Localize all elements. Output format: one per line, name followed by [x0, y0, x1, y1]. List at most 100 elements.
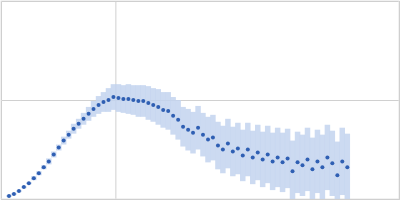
error-bar — [96, 96, 102, 114]
point — [226, 142, 230, 146]
error-bar — [245, 123, 251, 176]
error-bar — [270, 133, 276, 190]
error-bar — [255, 125, 261, 180]
grid-line — [1, 100, 399, 101]
error-bar — [340, 128, 346, 195]
error-bars — [9, 84, 347, 199]
error-bar — [240, 130, 246, 181]
error-bar — [260, 132, 266, 187]
point — [211, 136, 215, 140]
error-bar — [330, 131, 336, 196]
point — [176, 118, 180, 122]
error-bar — [41, 165, 47, 169]
point — [300, 163, 304, 167]
error-bar — [106, 88, 112, 112]
error-bar — [175, 100, 181, 140]
point — [92, 107, 96, 111]
point — [171, 114, 175, 118]
error-bar — [146, 86, 152, 120]
error-bar — [51, 151, 57, 157]
error-bar — [165, 92, 171, 130]
error-bar — [126, 84, 132, 114]
point — [276, 155, 280, 159]
point — [256, 150, 260, 154]
error-bar — [180, 107, 186, 147]
error-bar — [315, 130, 321, 193]
error-bar — [86, 107, 92, 121]
y-tick — [1, 100, 399, 101]
error-bar — [285, 129, 291, 188]
point — [191, 131, 195, 135]
point — [251, 155, 255, 159]
error-bar — [71, 124, 77, 134]
error-bar — [101, 92, 107, 112]
point — [146, 101, 150, 105]
point — [87, 112, 91, 116]
point — [141, 99, 145, 103]
error-bar — [305, 128, 311, 191]
error-bar — [325, 125, 331, 190]
point — [330, 161, 334, 165]
point — [310, 167, 314, 171]
point — [345, 165, 349, 169]
point — [12, 192, 16, 196]
error-bar — [185, 109, 191, 151]
point — [131, 98, 135, 102]
error-bar — [235, 123, 241, 174]
marks — [7, 84, 349, 199]
point — [82, 117, 86, 121]
point — [261, 157, 265, 161]
point — [126, 97, 130, 101]
point — [196, 126, 200, 130]
point — [241, 153, 245, 157]
error-bar — [300, 135, 306, 196]
error-bar — [275, 128, 281, 187]
error-bar — [66, 131, 72, 139]
point — [216, 144, 220, 148]
error-bar — [280, 133, 286, 192]
error-bar — [36, 171, 42, 175]
error-bar — [295, 132, 301, 193]
error-bar — [81, 113, 87, 125]
point — [315, 159, 319, 163]
error-bar — [310, 138, 316, 199]
point — [17, 189, 21, 193]
x-axis — [2, 1, 400, 200]
error-bar — [56, 145, 62, 151]
point — [266, 152, 270, 156]
point — [236, 147, 240, 151]
point — [181, 125, 185, 129]
point — [67, 133, 71, 137]
point — [161, 108, 165, 112]
error-bar — [265, 126, 271, 183]
point — [246, 148, 250, 152]
points — [7, 95, 349, 198]
point — [57, 146, 61, 150]
point — [22, 185, 26, 189]
error-bar — [345, 134, 351, 199]
error-bar — [205, 117, 211, 163]
error-bar — [190, 112, 196, 154]
error-bar — [210, 115, 216, 161]
error-bar — [195, 106, 201, 150]
point — [97, 103, 101, 107]
point — [166, 109, 170, 113]
chart — [0, 0, 400, 200]
point — [206, 138, 210, 142]
point — [116, 96, 120, 100]
point — [37, 171, 41, 175]
point — [7, 194, 11, 198]
error-bar — [335, 142, 341, 199]
error-bar — [121, 85, 127, 113]
point — [201, 133, 205, 137]
error-bar — [116, 84, 122, 112]
point — [111, 95, 115, 99]
point — [62, 139, 66, 143]
point — [107, 98, 111, 102]
error-bar — [225, 119, 231, 169]
point — [231, 149, 235, 153]
error-bar — [150, 88, 156, 122]
point — [72, 127, 76, 131]
error-bar — [131, 85, 137, 115]
plot — [1, 1, 400, 200]
